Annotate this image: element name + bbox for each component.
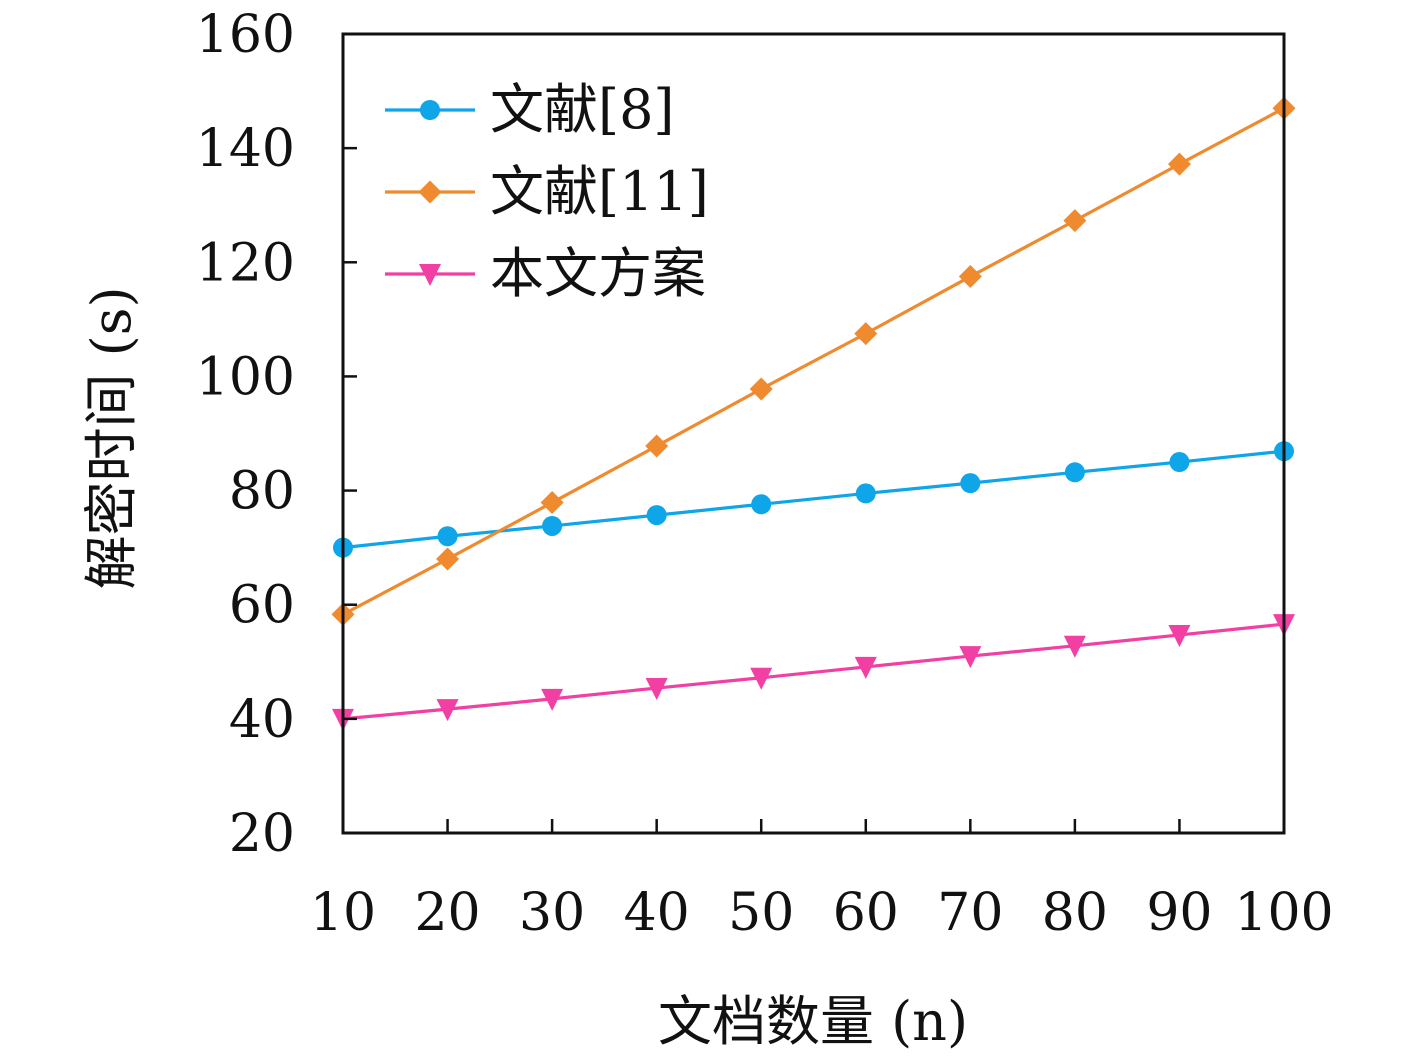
series-line	[342, 449, 1285, 550]
x-tick-label: 70	[937, 883, 1003, 943]
data-point	[1063, 635, 1086, 658]
legend-entry: 文献[8]	[385, 78, 675, 141]
data-point	[959, 646, 982, 669]
legend-marker	[420, 100, 440, 120]
series-line	[342, 622, 1285, 721]
legend-label: 本文方案	[490, 242, 706, 305]
series-2	[331, 96, 1296, 626]
data-point	[541, 688, 564, 711]
data-point	[436, 699, 459, 722]
data-point	[645, 678, 668, 701]
y-tick-label: 20	[229, 804, 295, 864]
plot-area	[331, 96, 1296, 731]
data-point	[645, 434, 669, 458]
data-point	[1167, 152, 1191, 176]
data-point	[1064, 462, 1085, 483]
legend: 文献[8] 文献[11] 本文方案	[385, 78, 709, 305]
data-point	[1169, 452, 1190, 473]
legend-label: 文献[11]	[490, 160, 709, 223]
data-point	[540, 491, 564, 515]
legend-marker	[419, 264, 441, 286]
series-3	[332, 614, 1295, 731]
data-point	[542, 515, 563, 536]
data-point	[749, 377, 773, 401]
y-tick-label: 60	[229, 576, 295, 636]
y-tick-label: 100	[196, 347, 295, 407]
x-tick-label: 80	[1042, 883, 1108, 943]
y-axis-title: 解密时间 (s)	[80, 286, 143, 589]
data-point	[958, 265, 982, 289]
y-tick-label: 40	[229, 690, 295, 750]
x-tick-label: 90	[1146, 883, 1212, 943]
x-tick-label: 30	[519, 883, 585, 943]
data-point	[436, 547, 460, 571]
series-1	[333, 441, 1294, 558]
data-point	[855, 483, 876, 504]
x-tick-label: 50	[728, 883, 794, 943]
legend-entry: 文献[11]	[385, 160, 709, 223]
x-tick-label: 60	[833, 883, 899, 943]
data-point	[1063, 209, 1087, 233]
y-tick-label: 140	[196, 119, 295, 179]
legend-marker	[418, 180, 442, 204]
data-point	[437, 526, 458, 547]
x-tick-label: 100	[1234, 883, 1333, 943]
y-tick-label: 80	[229, 462, 295, 522]
data-point	[751, 494, 772, 515]
series-line	[342, 106, 1285, 616]
data-point	[960, 473, 981, 494]
y-tick-label: 160	[196, 5, 295, 65]
data-point	[750, 667, 773, 690]
x-tick-label: 10	[310, 883, 376, 943]
legend-entry: 本文方案	[385, 242, 706, 305]
data-point	[854, 656, 877, 679]
data-point	[1168, 624, 1191, 647]
data-point	[646, 505, 667, 526]
y-tick-label: 120	[196, 233, 295, 293]
x-tick-label: 20	[414, 883, 480, 943]
x-tick-label: 40	[624, 883, 690, 943]
x-axis-title: 文档数量 (n)	[658, 990, 968, 1053]
plot-frame	[341, 32, 1286, 835]
legend-label: 文献[8]	[490, 78, 675, 141]
data-point	[854, 322, 878, 346]
